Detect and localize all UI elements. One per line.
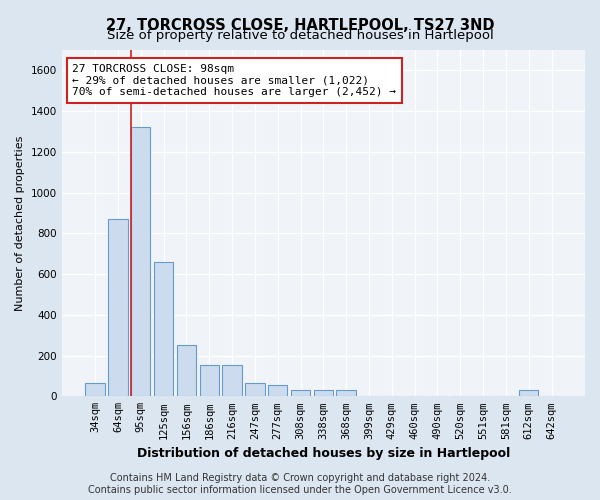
Bar	[108, 219, 128, 396]
Bar	[223, 364, 242, 396]
Bar	[200, 364, 219, 396]
Bar	[337, 390, 356, 396]
Y-axis label: Number of detached properties: Number of detached properties	[15, 136, 25, 311]
Bar	[131, 128, 151, 396]
Bar	[519, 390, 538, 396]
Bar	[154, 262, 173, 396]
X-axis label: Distribution of detached houses by size in Hartlepool: Distribution of detached houses by size …	[137, 447, 510, 460]
Bar	[268, 385, 287, 396]
Text: 27, TORCROSS CLOSE, HARTLEPOOL, TS27 3ND: 27, TORCROSS CLOSE, HARTLEPOOL, TS27 3ND	[106, 18, 494, 32]
Bar	[291, 390, 310, 396]
Bar	[245, 383, 265, 396]
Text: 27 TORCROSS CLOSE: 98sqm
← 29% of detached houses are smaller (1,022)
70% of sem: 27 TORCROSS CLOSE: 98sqm ← 29% of detach…	[72, 64, 396, 97]
Text: Contains HM Land Registry data © Crown copyright and database right 2024.
Contai: Contains HM Land Registry data © Crown c…	[88, 474, 512, 495]
Bar	[177, 346, 196, 397]
Bar	[85, 383, 105, 396]
Text: Size of property relative to detached houses in Hartlepool: Size of property relative to detached ho…	[107, 29, 493, 42]
Bar	[314, 390, 333, 396]
